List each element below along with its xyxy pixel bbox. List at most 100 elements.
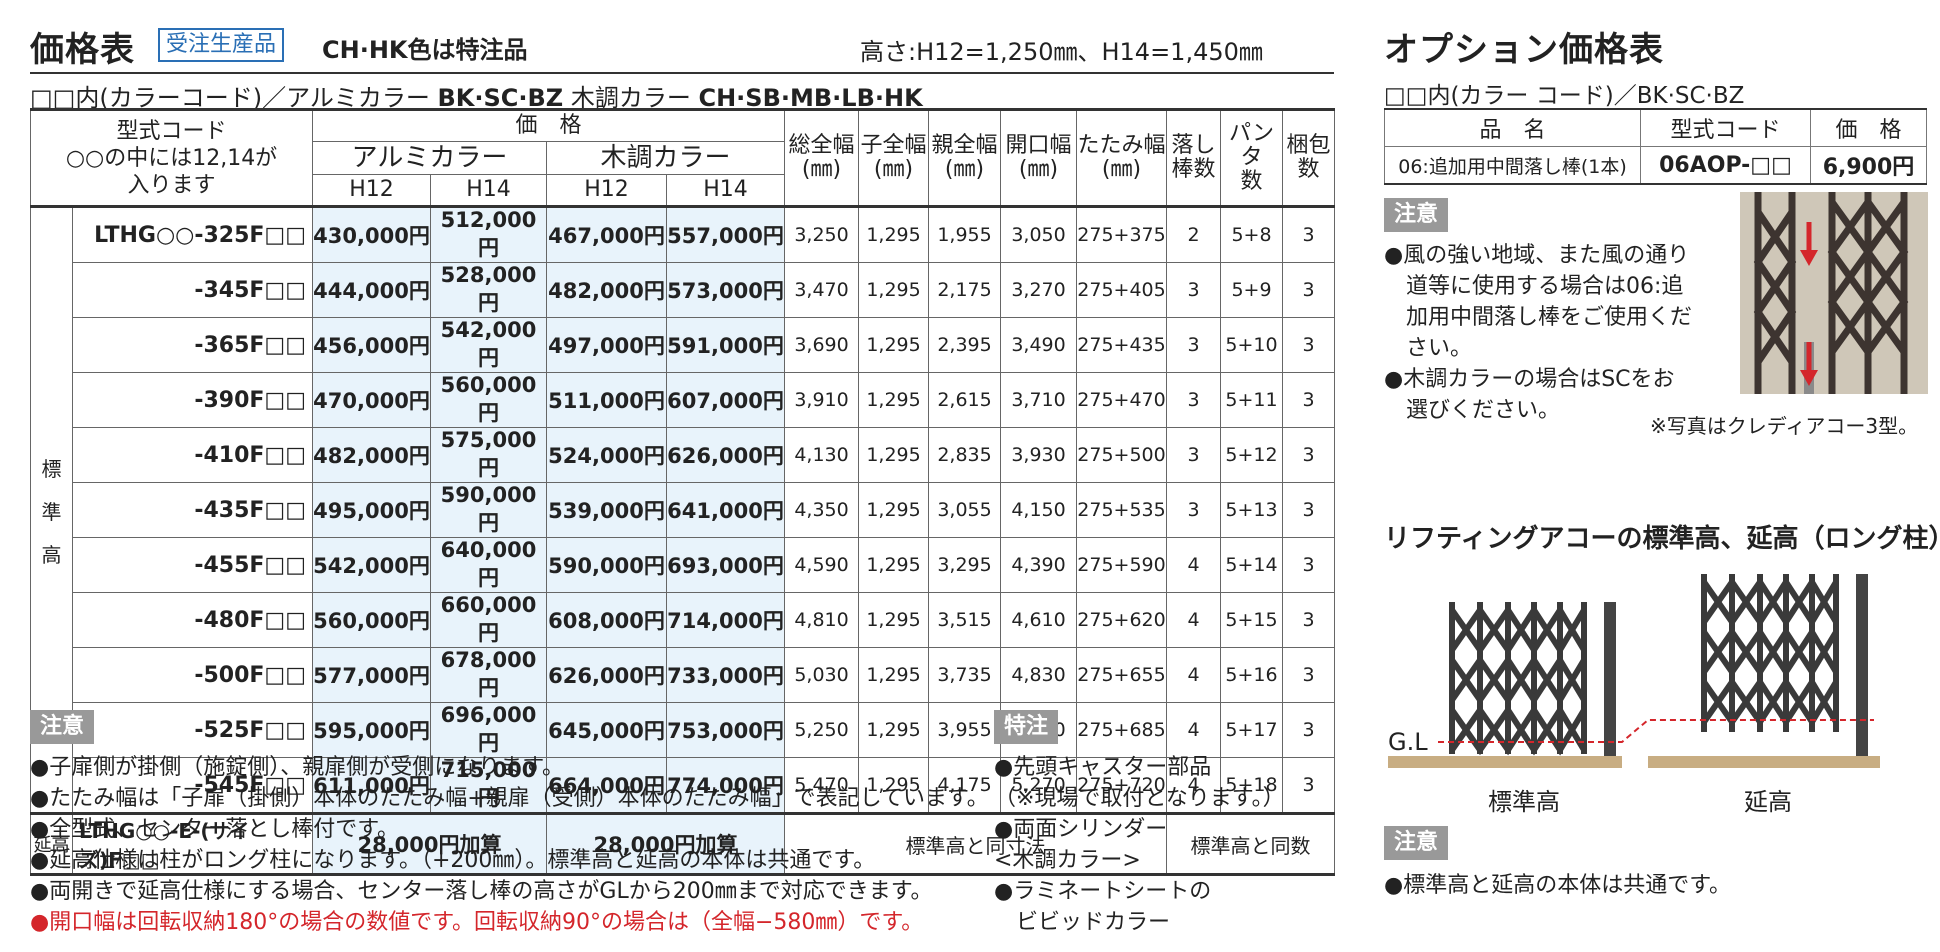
parent-width: 1,955 [928, 205, 1002, 263]
table-row: -365F□□ 456,000円 542,000円 497,000円 591,000円 3… [31, 317, 1336, 373]
opening-width: 4,390 [1000, 537, 1078, 593]
folded-width: 275+470 [1076, 372, 1168, 428]
panta-count: 5+8 [1220, 205, 1284, 263]
drop-rods: 3 [1166, 262, 1222, 318]
panta-count: 5+13 [1220, 482, 1284, 538]
extended-height-row: 延高 LTHG○○-E-(サイズ)F□□ 28,000円加算 28,000円加算… [30, 812, 1336, 875]
alu-h14-price: 590,000円 [430, 482, 547, 538]
option-note-line: さい。 [1384, 336, 1473, 361]
header-packages: 梱包数 [1282, 109, 1336, 207]
child-width: 1,295 [858, 482, 930, 538]
lifting-diagram: G.L 標準高 延高 [1384, 560, 1930, 816]
panta-count: 5+16 [1220, 647, 1284, 703]
wood-h14-price: 693,000円 [665, 537, 786, 593]
header-panta-l2: 数 [1240, 169, 1263, 194]
header-alu-h14: H14 [430, 174, 547, 207]
total-width: 5,250 [784, 702, 860, 758]
notes-list: ●子扉側が掛側（施錠側）、親扉側が受側になります。 ●たたみ幅は「子扉（掛側）本… [30, 752, 989, 938]
row-code: -390F□□ [72, 372, 313, 428]
header-drop-rods: 落し 棒数 [1166, 109, 1222, 207]
header-unit: (㎜) [944, 157, 985, 182]
header-panta-l1: パンタ [1228, 121, 1275, 170]
ext-dims: 標準高と同寸法 [784, 812, 1168, 875]
header-pack-l2: 数 [1297, 157, 1320, 182]
option-table: 品 名 型式コード 価 格 06:追加用中間落し棒(1本) 06AOP-□□ 6… [1384, 108, 1927, 185]
wood-h12-price: 482,000円 [546, 262, 667, 318]
standard-height-char: 高 [41, 542, 62, 567]
child-width: 1,295 [858, 757, 930, 814]
drop-rods: 4 [1166, 537, 1222, 593]
note-line: ●両開きで延高仕様にする場合、センター落し棒の高さがGLから200㎜まで対応でき… [30, 879, 933, 904]
title-rule [30, 72, 1334, 74]
total-width: 3,690 [784, 317, 860, 373]
table-row: -500F□□ 577,000円 678,000円 626,000円 733,000円 5… [31, 647, 1336, 703]
gate-photo [1740, 192, 1928, 394]
folded-width: 275+655 [1076, 647, 1168, 703]
header-wood-h14: H14 [665, 174, 786, 207]
alu-h12-price: 470,000円 [312, 372, 431, 428]
package-count: 3 [1282, 317, 1336, 373]
wood-h12-price: 467,000円 [546, 205, 667, 263]
opt-item-price: 6,900円 [1810, 146, 1927, 185]
header-wood: 木調カラー [545, 141, 786, 175]
header-opening-width: 開口幅 (㎜) [1000, 109, 1078, 207]
color-prefix: □□内(カラーコード)／アルミカラー [30, 84, 430, 112]
header-child-width-label: 子全幅 [860, 133, 927, 158]
parent-width: 2,395 [928, 317, 1002, 373]
option-note-label: 注意 [1384, 198, 1449, 232]
option-color-line: □□内(カラー コード)／BK·SC·BZ [1384, 76, 1744, 110]
lifting-note-label: 注意 [1384, 826, 1449, 860]
table-row: -390F□□ 470,000円 560,000円 511,000円 607,000円 3… [31, 372, 1336, 428]
package-count: 3 [1282, 427, 1336, 483]
price-table: 型式コード ○○の中には12,14が 入ります 価 格 総全幅 (㎜) 子全幅 (㎜… [30, 108, 1336, 876]
folded-width: 275+590 [1076, 537, 1168, 593]
child-width: 1,295 [858, 317, 930, 373]
wood-h12-price: 608,000円 [546, 592, 667, 648]
opt-header-name: 品 名 [1384, 108, 1641, 147]
alu-h12-price: 577,000円 [312, 647, 431, 703]
header-opening-width-label: 開口幅 [1005, 133, 1072, 158]
row-code: -435F□□ [72, 482, 313, 538]
header-unit: (㎜) [801, 157, 842, 182]
wood-h14-price: 714,000円 [665, 592, 786, 648]
alu-h12-price: 542,000円 [312, 537, 431, 593]
child-width: 1,295 [858, 205, 930, 263]
note-line: ●延高仕様は柱がロング柱になります。（+200㎜）。標準高と延高の本体は共通です… [30, 848, 876, 873]
option-note-line: ●木調カラーの場合はSCをお [1384, 367, 1675, 392]
wood-h14-price: 753,000円 [665, 702, 786, 758]
lifting-note: ●標準高と延高の本体は共通です。 [1384, 873, 1731, 898]
alu-h14-price: 542,000円 [430, 317, 547, 373]
parent-width: 3,515 [928, 592, 1002, 648]
ext-label: 延高 [1744, 788, 1792, 816]
table-row: -410F□□ 482,000円 575,000円 524,000円 626,000円 4… [31, 427, 1336, 483]
wood-h14-price: 591,000円 [665, 317, 786, 373]
special-label: 特注 [994, 710, 1059, 744]
wood-h14-price: 607,000円 [665, 372, 786, 428]
drop-rods: 2 [1166, 205, 1222, 263]
parent-width: 2,615 [928, 372, 1002, 428]
child-width: 1,295 [858, 427, 930, 483]
opt-item-code: 06AOP-□□ [1640, 146, 1811, 185]
wood-h14-price: 641,000円 [665, 482, 786, 538]
child-width: 1,295 [858, 592, 930, 648]
opening-width: 3,050 [1000, 205, 1078, 263]
drop-rods: 3 [1166, 317, 1222, 373]
table-row: -345F□□ 444,000円 528,000円 482,000円 573,000円 3… [31, 262, 1336, 318]
note-line: ●全型式、センター落とし棒付です。 [30, 817, 399, 842]
gl-label: G.L [1388, 728, 1428, 756]
row-code: -525F□□ [72, 702, 313, 758]
wood-h14-price: 557,000円 [665, 205, 786, 263]
panta-count: 5+9 [1220, 262, 1284, 318]
parent-width: 3,735 [928, 647, 1002, 703]
opening-width: 3,930 [1000, 427, 1078, 483]
alu-h14-price: 715,000円 [430, 757, 547, 814]
row-code: -455F□□ [72, 537, 313, 593]
alu-h14-price: 678,000円 [430, 647, 547, 703]
child-width: 1,295 [858, 702, 930, 758]
wood-label: 木調カラー [570, 84, 691, 112]
panta-count: 5+15 [1220, 592, 1284, 648]
wood-colors: CH·SB·MB·LB·HK [698, 84, 923, 112]
row-code: -365F□□ [72, 317, 313, 373]
parent-width: 4,175 [928, 757, 1002, 814]
panta-count: 5+10 [1220, 317, 1284, 373]
